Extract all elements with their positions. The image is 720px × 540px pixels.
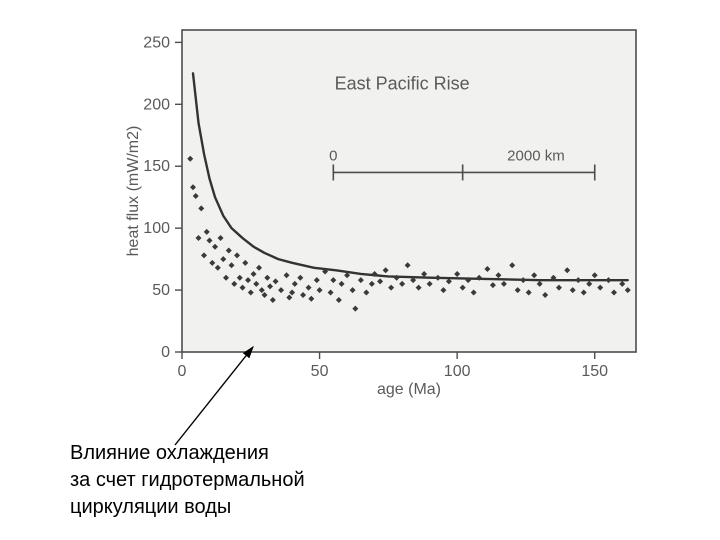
caption-line-2: за счет гидротермальной [70, 467, 305, 494]
svg-text:0: 0 [178, 363, 187, 380]
svg-text:50: 50 [311, 363, 329, 380]
svg-text:150: 150 [143, 158, 170, 175]
svg-text:2000 km: 2000 km [507, 147, 565, 164]
caption-line-1: Влияние охлаждения [70, 440, 305, 467]
svg-text:0: 0 [329, 147, 337, 164]
svg-text:0: 0 [161, 344, 170, 361]
page-root: { "chart": { "type": "scatter", "title":… [0, 0, 720, 540]
annotation-caption: Влияние охлаждения за счет гидротермальн… [70, 440, 305, 521]
svg-text:heat flux (mW/m2): heat flux (mW/m2) [125, 126, 142, 257]
svg-text:age (Ma): age (Ma) [377, 381, 441, 398]
svg-text:250: 250 [143, 34, 170, 51]
svg-text:150: 150 [581, 363, 608, 380]
caption-line-3: циркуляции воды [70, 494, 305, 521]
chart-svg: 0 50 100 150 0 50 100 150 200 250 age (Ma) heat flu… [120, 20, 650, 400]
svg-text:100: 100 [444, 363, 471, 380]
svg-text:50: 50 [152, 282, 170, 299]
svg-text:100: 100 [143, 220, 170, 237]
heatflux-chart: 0 50 100 150 0 50 100 150 200 250 age (Ma) heat flu… [120, 20, 650, 400]
svg-text:200: 200 [143, 96, 170, 113]
svg-text:East Pacific Rise: East Pacific Rise [335, 73, 470, 93]
